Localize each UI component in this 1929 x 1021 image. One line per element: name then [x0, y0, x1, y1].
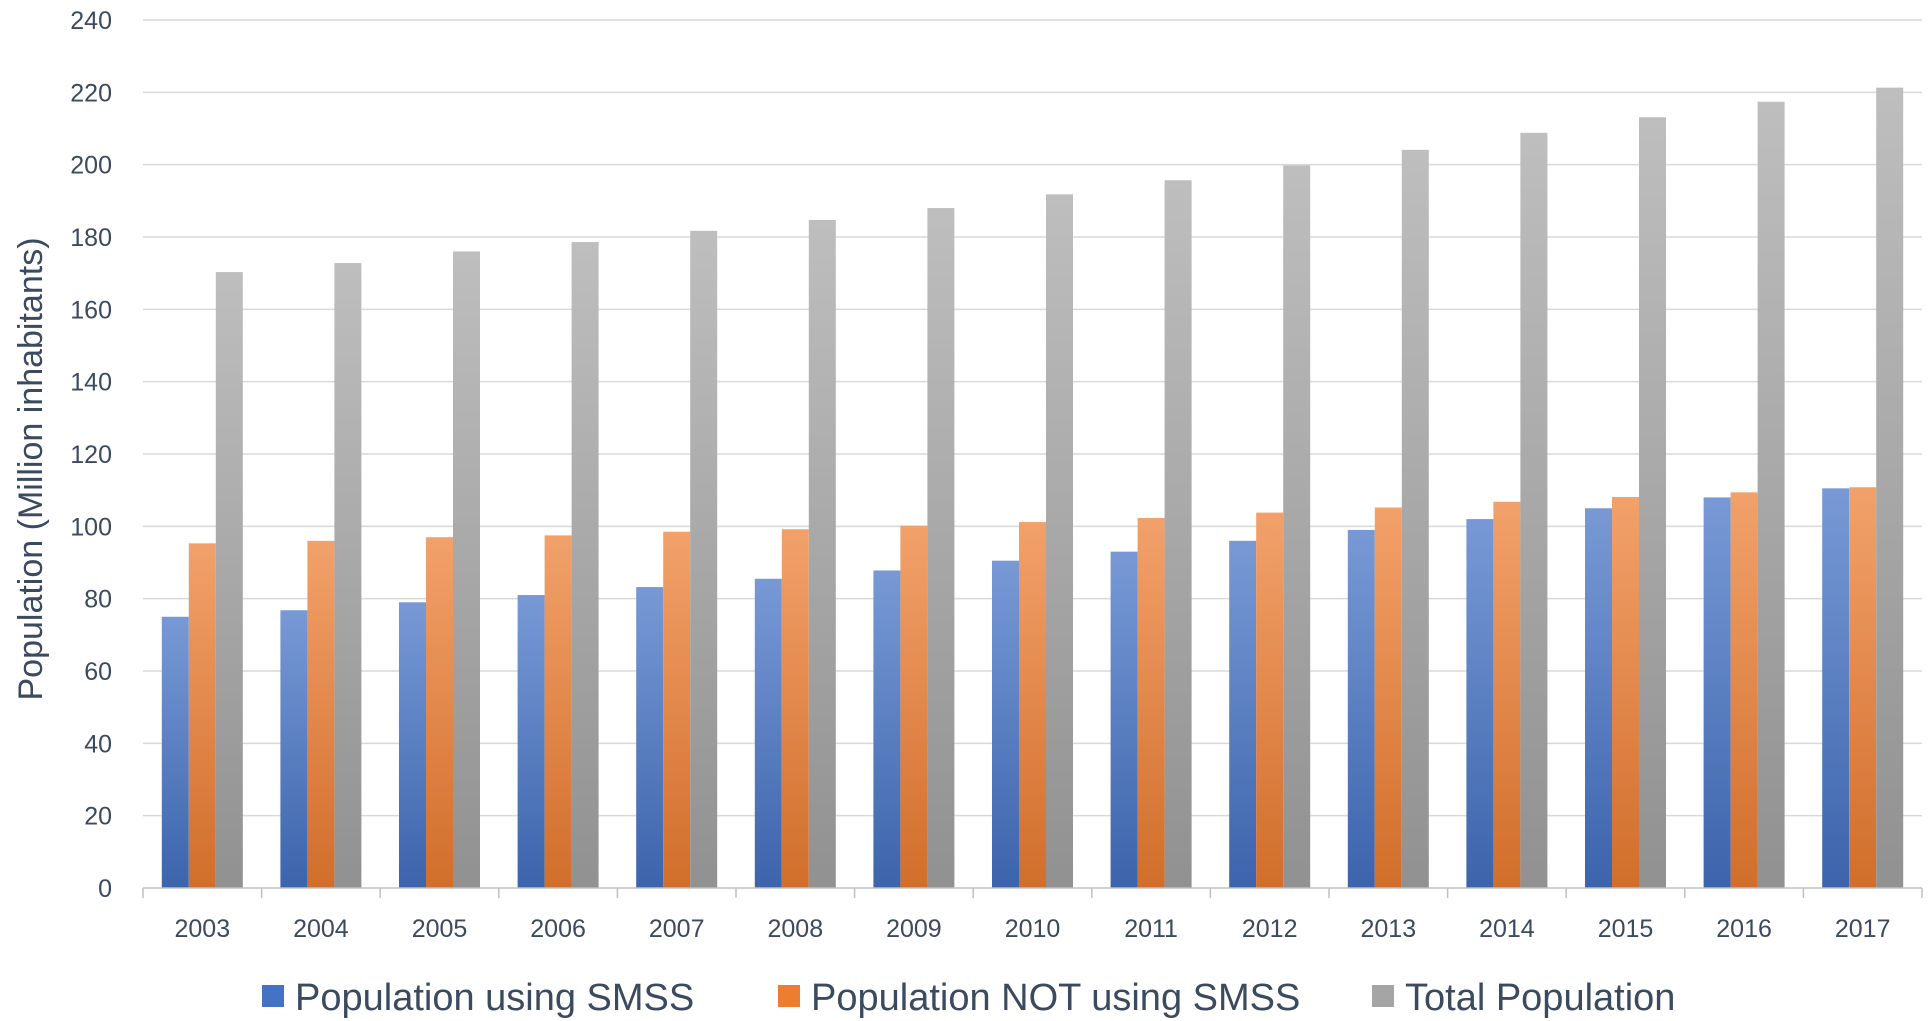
bar — [1229, 540, 1257, 888]
bar — [1466, 519, 1494, 888]
bar — [1283, 165, 1311, 888]
x-tick-label: 2006 — [530, 915, 586, 943]
y-tick-label: 140 — [70, 369, 112, 397]
bar — [992, 560, 1019, 888]
x-tick-label: 2015 — [1598, 915, 1654, 943]
y-axis-title: Population (Million inhabitants) — [12, 237, 50, 700]
bar — [1639, 117, 1666, 888]
bar — [1612, 497, 1639, 888]
bar — [927, 208, 955, 889]
bar — [1520, 132, 1548, 889]
x-tick-label: 2011 — [1124, 915, 1178, 943]
bar — [754, 578, 782, 888]
bar — [1585, 508, 1612, 888]
bar — [1730, 492, 1758, 888]
bar — [1401, 149, 1429, 889]
x-tick-label: 2013 — [1360, 915, 1416, 943]
legend: Population using SMSS Population NOT usin… — [262, 977, 1675, 1019]
y-tick-label: 120 — [70, 441, 112, 469]
legend-swatch — [262, 985, 284, 1007]
x-tick-label: 2005 — [412, 915, 468, 943]
y-tick-label: 180 — [70, 224, 112, 252]
bar — [571, 242, 599, 888]
x-tick-label: 2012 — [1242, 915, 1298, 943]
bars — [161, 87, 1904, 889]
legend-item: Total Population — [1372, 977, 1675, 1019]
bar — [1019, 521, 1046, 888]
y-tick-label: 40 — [84, 730, 112, 758]
x-tick-label: 2008 — [767, 915, 823, 943]
bar — [426, 537, 453, 888]
bar — [517, 595, 545, 888]
bar — [399, 602, 426, 888]
x-tick-label: 2009 — [886, 915, 942, 943]
bar — [1110, 551, 1138, 888]
bar — [808, 220, 836, 889]
bar — [215, 272, 243, 888]
bar — [781, 529, 809, 888]
bar — [307, 540, 335, 888]
legend-label: Population NOT using SMSS — [811, 977, 1300, 1019]
legend-swatch — [778, 985, 800, 1007]
bar — [1876, 87, 1904, 889]
x-tick-label: 2014 — [1479, 915, 1535, 943]
legend-label: Total Population — [1405, 977, 1675, 1019]
bar — [188, 543, 216, 888]
bar — [663, 531, 691, 888]
x-tick-label: 2004 — [293, 915, 349, 943]
x-tick-label: 2016 — [1716, 915, 1772, 943]
y-tick-label: 160 — [70, 296, 112, 324]
legend-label: Population using SMSS — [295, 977, 694, 1019]
bar — [1849, 487, 1877, 888]
bar — [1703, 497, 1731, 888]
bar — [161, 616, 189, 888]
x-tick-label: 2017 — [1835, 915, 1891, 943]
bar — [1347, 529, 1375, 888]
bar — [1164, 180, 1192, 889]
bar — [873, 570, 901, 888]
bar — [1822, 488, 1850, 888]
y-tick-label: 20 — [84, 803, 112, 831]
x-tick-label: 2010 — [1005, 915, 1061, 943]
bar — [690, 230, 718, 888]
y-axis-ticks: 0 20 40 60 80 100 120 140 160 180 200 220 240 — [70, 7, 112, 903]
y-tick-label: 80 — [84, 586, 112, 614]
legend-swatch — [1372, 985, 1394, 1007]
y-tick-label: 200 — [70, 152, 112, 180]
x-axis-ticks: 2003 2004 2005 2006 2007 2008 2009 2010 2011 2012… — [142, 888, 1923, 943]
bar — [1137, 518, 1165, 888]
bar — [900, 525, 928, 888]
y-tick-label: 240 — [70, 7, 112, 35]
y-tick-label: 220 — [70, 79, 112, 107]
legend-item: Population NOT using SMSS — [778, 977, 1300, 1019]
legend-item: Population using SMSS — [262, 977, 694, 1019]
y-tick-label: 0 — [98, 875, 112, 903]
bar — [334, 263, 362, 888]
bar — [1757, 101, 1785, 888]
bar — [453, 251, 480, 888]
bar — [1046, 194, 1073, 888]
bar — [280, 610, 308, 888]
bar — [1374, 507, 1402, 888]
x-tick-label: 2003 — [174, 915, 230, 943]
bar — [544, 535, 572, 888]
bar — [1493, 501, 1521, 888]
y-tick-label: 100 — [70, 513, 112, 541]
x-tick-label: 2007 — [649, 915, 705, 943]
bar — [1256, 512, 1284, 888]
bar — [636, 587, 664, 888]
y-tick-label: 60 — [84, 658, 112, 686]
